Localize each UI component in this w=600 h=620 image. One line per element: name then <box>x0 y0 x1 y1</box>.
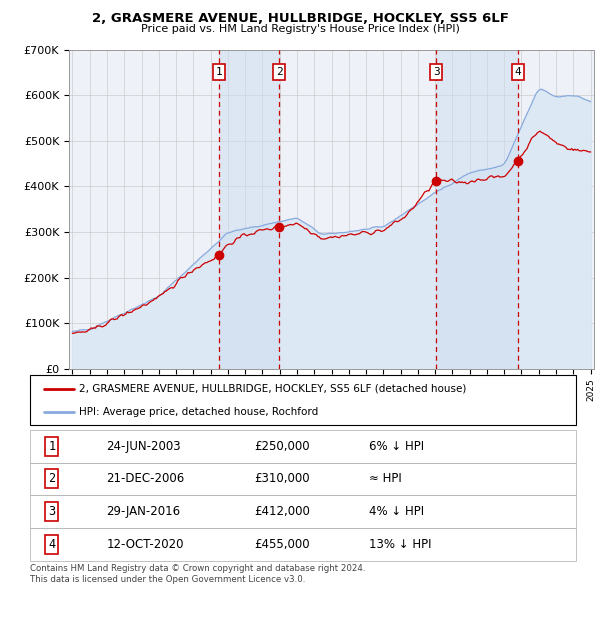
Text: £250,000: £250,000 <box>254 440 310 453</box>
Text: 12-OCT-2020: 12-OCT-2020 <box>106 538 184 551</box>
Text: 6% ↓ HPI: 6% ↓ HPI <box>368 440 424 453</box>
Text: 4: 4 <box>514 67 521 77</box>
Text: 4: 4 <box>48 538 55 551</box>
FancyBboxPatch shape <box>30 528 576 561</box>
Bar <box>436 50 518 369</box>
Text: £412,000: £412,000 <box>254 505 310 518</box>
Text: 2: 2 <box>276 67 283 77</box>
Text: 2: 2 <box>48 472 55 485</box>
Text: ≈ HPI: ≈ HPI <box>368 472 401 485</box>
Text: £310,000: £310,000 <box>254 472 310 485</box>
Text: 2, GRASMERE AVENUE, HULLBRIDGE, HOCKLEY, SS5 6LF: 2, GRASMERE AVENUE, HULLBRIDGE, HOCKLEY,… <box>92 12 508 25</box>
Text: £455,000: £455,000 <box>254 538 310 551</box>
Text: Contains HM Land Registry data © Crown copyright and database right 2024.
This d: Contains HM Land Registry data © Crown c… <box>30 564 365 583</box>
Text: 1: 1 <box>48 440 55 453</box>
Text: 4% ↓ HPI: 4% ↓ HPI <box>368 505 424 518</box>
FancyBboxPatch shape <box>30 430 576 463</box>
Text: Price paid vs. HM Land Registry's House Price Index (HPI): Price paid vs. HM Land Registry's House … <box>140 24 460 34</box>
FancyBboxPatch shape <box>30 495 576 528</box>
Text: 3: 3 <box>433 67 440 77</box>
Text: 3: 3 <box>48 505 55 518</box>
Bar <box>219 50 279 369</box>
Text: HPI: Average price, detached house, Rochford: HPI: Average price, detached house, Roch… <box>79 407 319 417</box>
Text: 21-DEC-2006: 21-DEC-2006 <box>106 472 185 485</box>
Text: 13% ↓ HPI: 13% ↓ HPI <box>368 538 431 551</box>
Text: 1: 1 <box>215 67 222 77</box>
FancyBboxPatch shape <box>30 375 576 425</box>
Text: 2, GRASMERE AVENUE, HULLBRIDGE, HOCKLEY, SS5 6LF (detached house): 2, GRASMERE AVENUE, HULLBRIDGE, HOCKLEY,… <box>79 384 467 394</box>
Text: 29-JAN-2016: 29-JAN-2016 <box>106 505 181 518</box>
FancyBboxPatch shape <box>30 463 576 495</box>
Text: 24-JUN-2003: 24-JUN-2003 <box>106 440 181 453</box>
